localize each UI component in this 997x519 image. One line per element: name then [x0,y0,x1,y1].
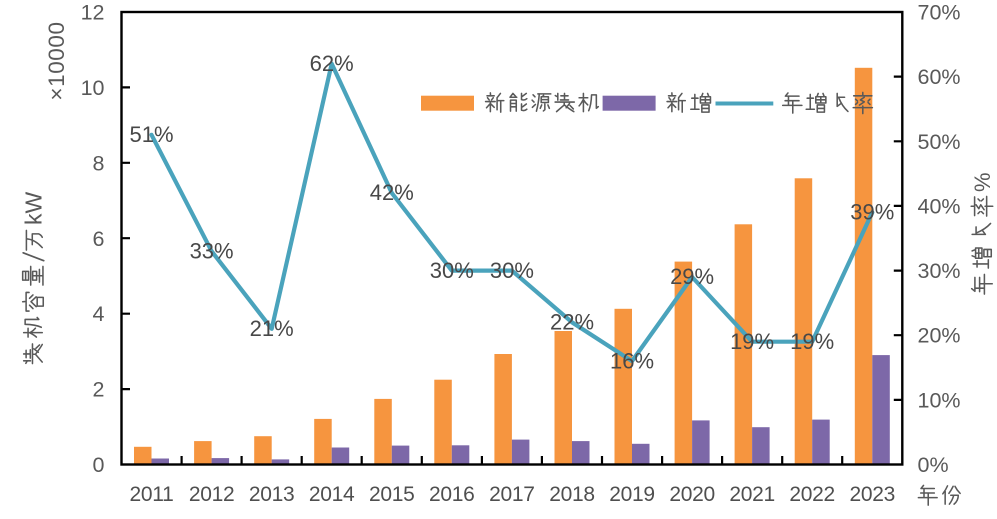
svg-text:30%: 30% [918,259,961,283]
svg-text:22%: 22% [550,310,594,335]
svg-text:33%: 33% [190,238,234,263]
svg-text:12: 12 [81,1,105,25]
svg-text:2: 2 [93,378,105,402]
svg-text:2017: 2017 [489,483,535,506]
svg-text:8: 8 [93,151,105,175]
svg-text:2012: 2012 [189,483,235,506]
svg-text:10%: 10% [918,388,961,412]
svg-text:40%: 40% [918,194,961,218]
svg-text:51%: 51% [129,122,173,147]
svg-text:29%: 29% [670,264,714,289]
svg-text:39%: 39% [850,200,894,225]
svg-text:2022: 2022 [789,483,835,506]
svg-text:2014: 2014 [309,483,355,506]
svg-text:%: % [970,172,995,192]
svg-text:kW: kW [21,192,47,226]
svg-text:2018: 2018 [549,483,595,506]
svg-text:2013: 2013 [249,483,295,506]
svg-text:2023: 2023 [850,483,896,506]
svg-text:19%: 19% [790,329,834,354]
svg-text:2020: 2020 [669,483,715,506]
svg-text:70%: 70% [918,1,961,25]
svg-text:62%: 62% [310,51,354,76]
svg-text:30%: 30% [430,258,474,283]
svg-text:19%: 19% [730,329,774,354]
svg-text:20%: 20% [918,324,961,348]
svg-text:×10000: ×10000 [44,21,69,100]
svg-text:42%: 42% [370,180,414,205]
svg-text:0%: 0% [918,453,949,477]
svg-text:16%: 16% [610,348,654,373]
svg-text:2015: 2015 [369,483,415,506]
svg-text:2021: 2021 [729,483,775,506]
svg-text:4: 4 [93,302,105,326]
svg-text:2011: 2011 [130,483,174,506]
svg-text:2016: 2016 [429,483,475,506]
svg-text:2019: 2019 [609,483,655,506]
svg-text:21%: 21% [250,316,294,341]
svg-text:60%: 60% [918,65,961,89]
svg-text:50%: 50% [918,130,961,154]
svg-text:30%: 30% [490,258,534,283]
svg-text:10: 10 [81,76,105,100]
svg-text:6: 6 [93,227,105,251]
svg-text:0: 0 [93,453,105,477]
